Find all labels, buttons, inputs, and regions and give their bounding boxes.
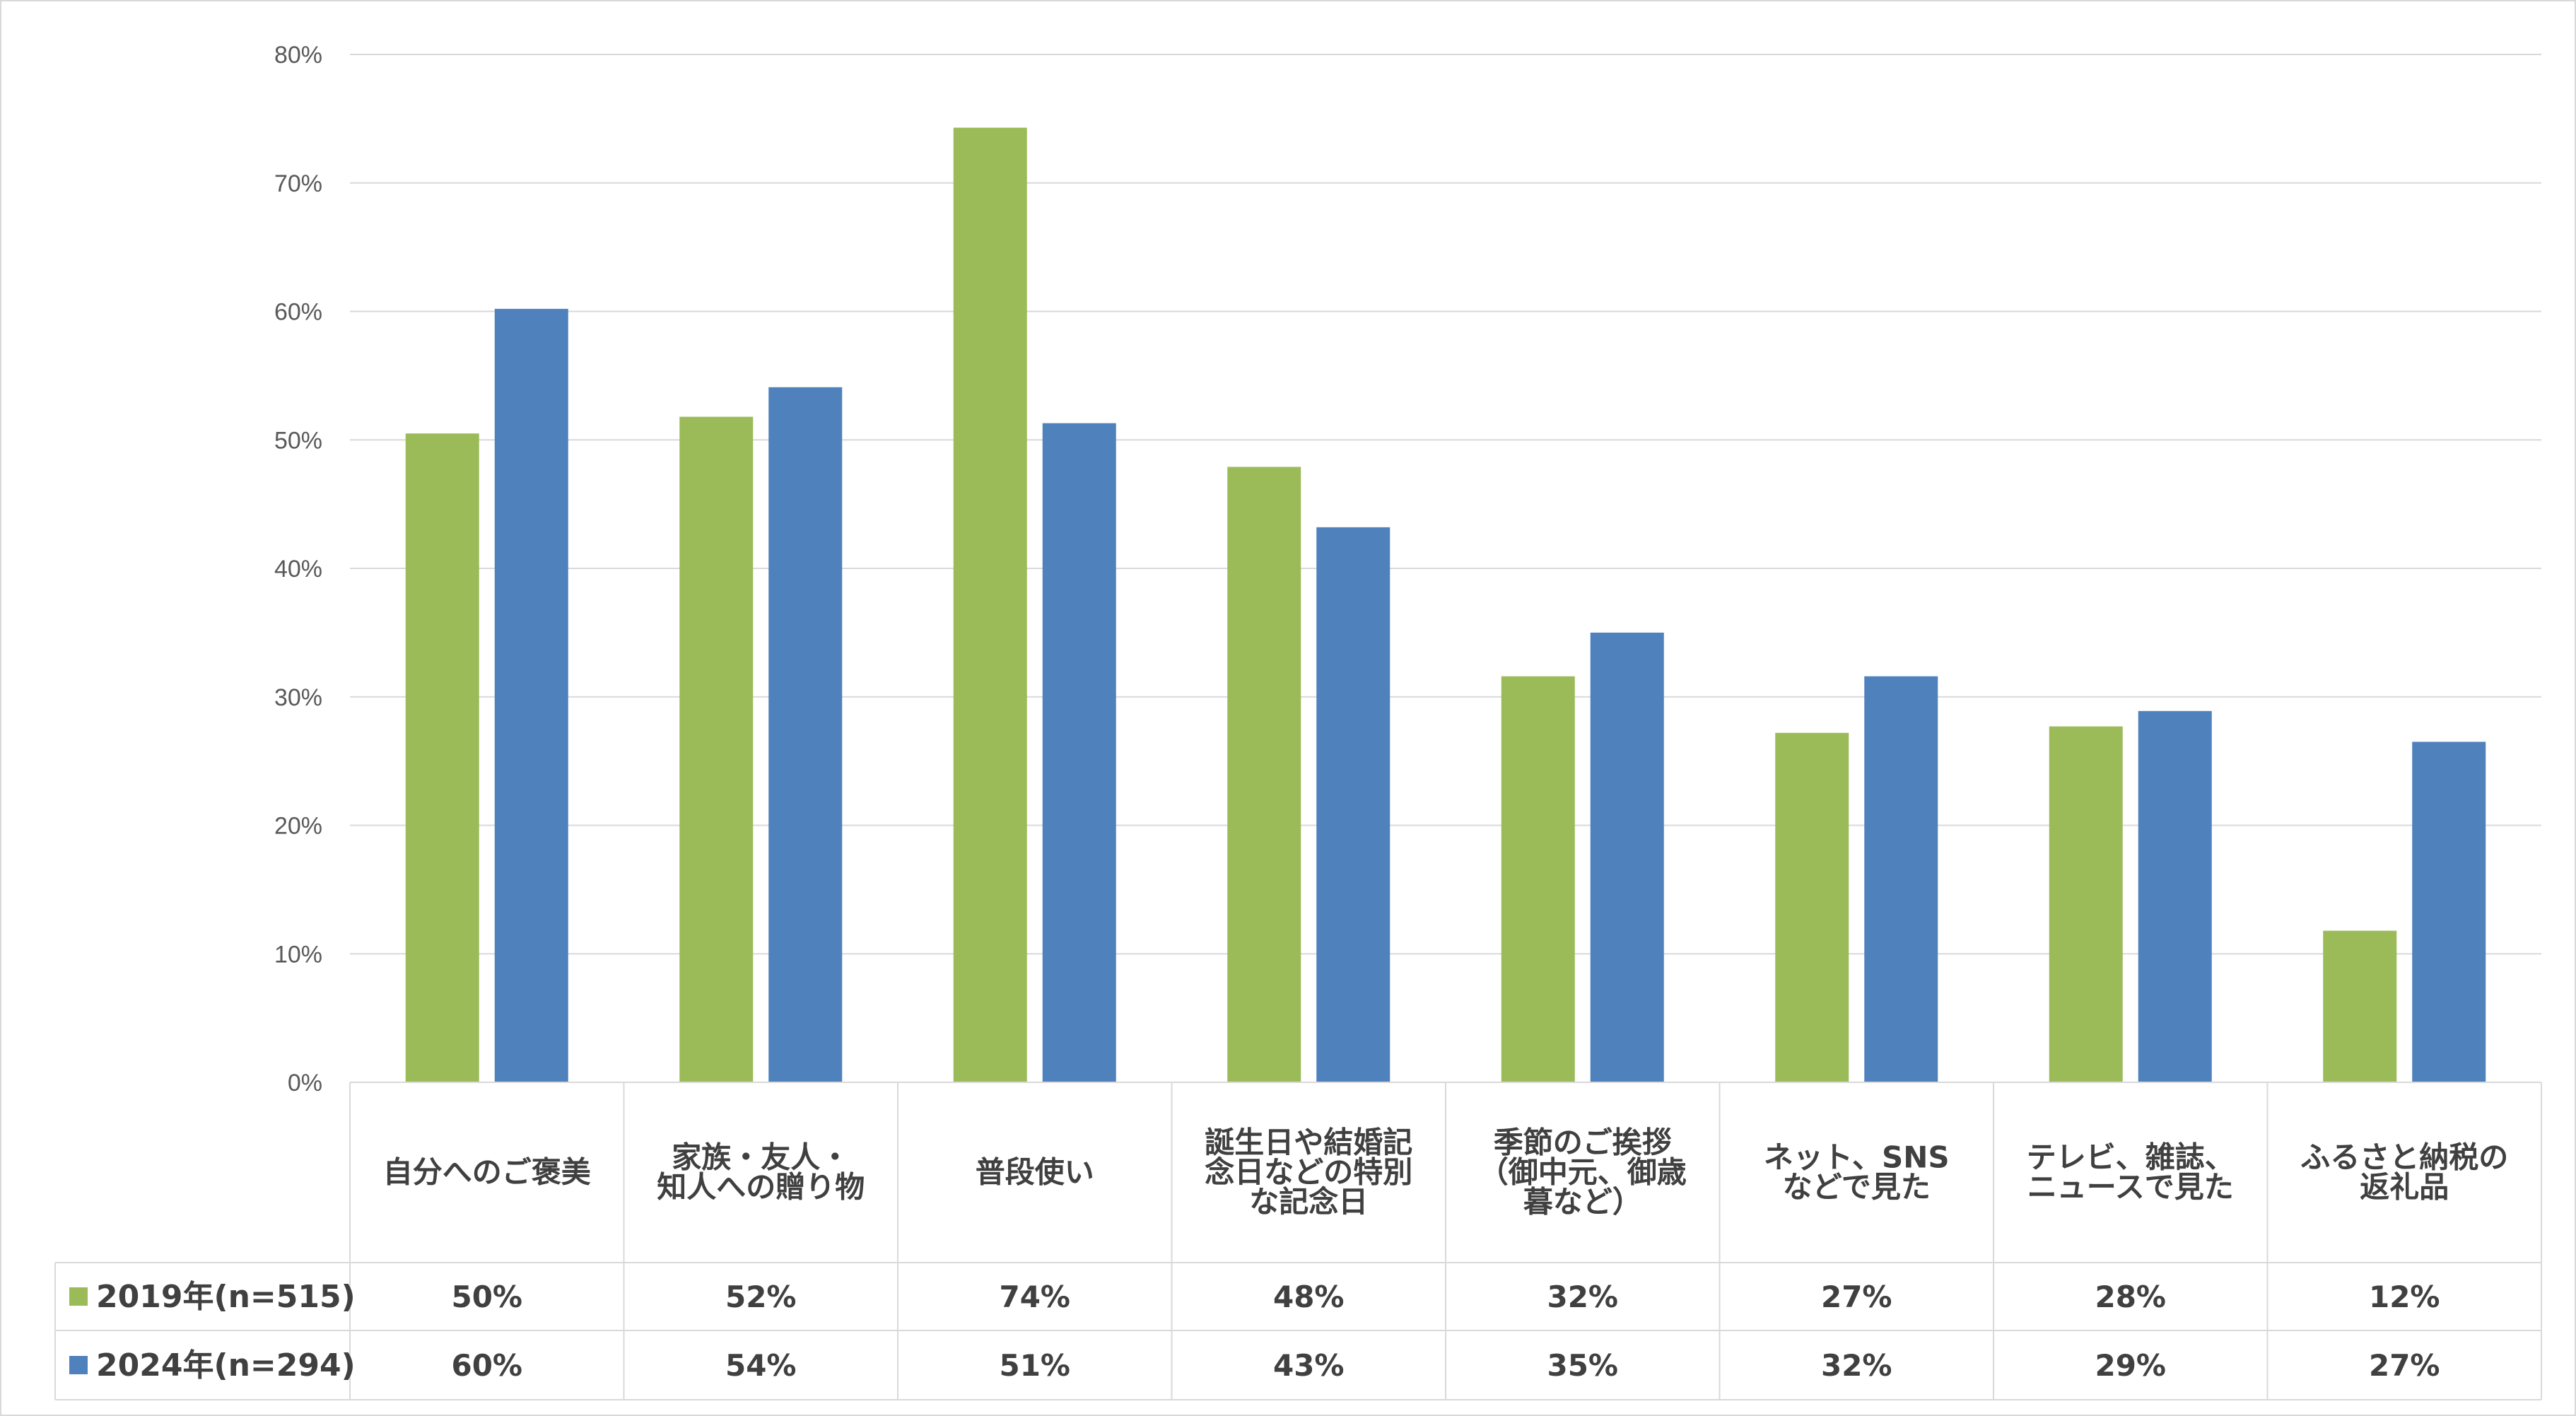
bar	[1042, 423, 1116, 1082]
bar	[2323, 930, 2397, 1082]
data-label: 54%	[725, 1348, 797, 1383]
data-label: 60%	[451, 1348, 522, 1383]
data-label: 28%	[2095, 1280, 2166, 1314]
y-tick-label: 30%	[274, 684, 322, 711]
x-tick-label: テレビ、雑誌、	[2027, 1140, 2235, 1175]
x-tick-label: 普段使い	[976, 1155, 1094, 1190]
y-tick-label: 10%	[274, 941, 322, 968]
y-tick-label: 80%	[274, 42, 322, 69]
x-tick-label: ネット、SNS	[1764, 1140, 1950, 1175]
bar	[2412, 742, 2486, 1082]
bar	[953, 127, 1027, 1082]
bar	[1590, 632, 1664, 1082]
bar	[768, 387, 843, 1082]
data-label: 74%	[999, 1280, 1070, 1314]
x-tick-label: な記念日	[1249, 1185, 1368, 1219]
bar	[2049, 726, 2123, 1082]
data-table: 自分へのご褒美 家族・友人・知人への贈り物 普段使い 誕生日や結婚記念日などの特別な記…	[54, 1082, 2542, 1400]
bar	[1864, 676, 1938, 1082]
x-tick-label: などで見た	[1783, 1170, 1931, 1205]
x-tick-label: 自分へのご褒美	[383, 1155, 591, 1190]
bar	[494, 308, 568, 1082]
data-label: 27%	[2369, 1348, 2440, 1383]
bar	[1501, 676, 1575, 1082]
y-tick-label: 60%	[274, 299, 322, 326]
gridlines	[350, 54, 2541, 955]
y-tick-label: 50%	[274, 427, 322, 454]
x-tick-label: ふるさと納税の	[2300, 1140, 2508, 1175]
x-tick-label: 家族・友人・	[672, 1140, 850, 1175]
data-label: 27%	[1821, 1280, 1892, 1314]
x-tick-label: 知人への贈り物	[657, 1170, 865, 1205]
y-tick-label: 70%	[274, 170, 322, 197]
x-tick-label: （御中元、御歳	[1479, 1155, 1687, 1190]
bar	[405, 433, 479, 1082]
y-tick-label: 20%	[274, 813, 322, 840]
x-tick-label: 季節のご挨拶	[1494, 1125, 1672, 1160]
bar	[2138, 710, 2212, 1082]
data-label: 52%	[725, 1280, 797, 1314]
data-label: 32%	[1547, 1280, 1618, 1314]
data-label: 32%	[1821, 1348, 1892, 1383]
data-label: 12%	[2369, 1280, 2440, 1314]
data-label: 35%	[1547, 1348, 1618, 1383]
x-tick-label: 暮など）	[1523, 1185, 1642, 1219]
y-tick-label: 0%	[288, 1070, 322, 1096]
bar	[1316, 527, 1391, 1082]
bar	[679, 416, 754, 1082]
data-label: 48%	[1273, 1280, 1345, 1314]
x-tick-label: 誕生日や結婚記	[1205, 1125, 1412, 1160]
legend-swatch	[69, 1356, 88, 1374]
y-axis-ticks: 0% 10% 20% 30% 40% 50% 60% 70% 80%	[274, 42, 322, 1096]
x-tick-label: ニュースで見た	[2027, 1170, 2234, 1205]
y-tick-label: 40%	[274, 556, 322, 583]
data-label: 29%	[2095, 1348, 2166, 1383]
bar	[1775, 732, 1849, 1082]
legend-label: 2024年(n=294)	[96, 1347, 356, 1383]
bars	[405, 127, 2486, 1082]
bar	[1227, 467, 1301, 1082]
data-label: 50%	[451, 1280, 522, 1314]
data-label: 51%	[999, 1348, 1070, 1383]
x-tick-label: 返礼品	[2360, 1170, 2449, 1205]
x-tick-label: 念日などの特別	[1205, 1155, 1412, 1190]
legend-label: 2019年(n=515)	[96, 1279, 356, 1315]
legend-swatch	[69, 1287, 88, 1306]
data-label: 43%	[1273, 1348, 1345, 1383]
